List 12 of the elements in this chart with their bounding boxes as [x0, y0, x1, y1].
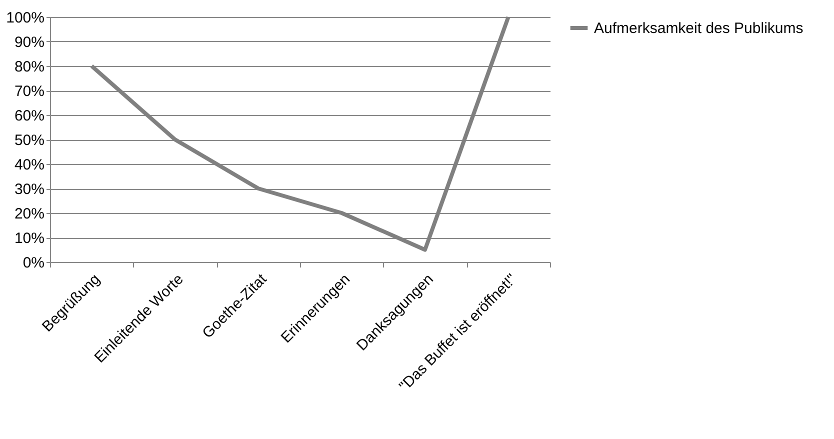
y-tick-label: 0%	[22, 254, 44, 272]
y-tick-label: 60%	[14, 108, 44, 124]
y-tick-label: 30%	[14, 181, 44, 198]
y-tick-label: 70%	[14, 83, 44, 100]
y-tick-label: 100%	[6, 10, 44, 26]
y-tick-label: 90%	[14, 34, 44, 51]
legend-label: Aufmerksamkeit des Publikums	[594, 20, 804, 37]
y-tick-label: 40%	[14, 156, 44, 174]
y-tick-label: 20%	[14, 206, 44, 222]
y-tick-label: 50%	[14, 132, 44, 149]
y-tick-label: 10%	[14, 230, 44, 247]
y-tick-label: 80%	[14, 58, 44, 76]
